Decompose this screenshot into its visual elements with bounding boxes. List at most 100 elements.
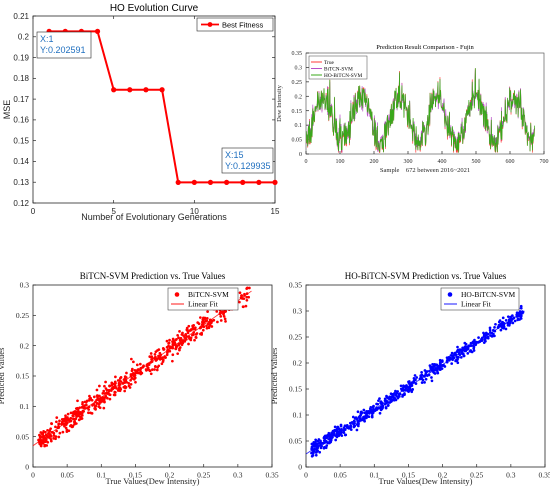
scatter-point [462, 354, 466, 358]
y-tick-label: 0.25 [289, 333, 302, 342]
scatter-point [488, 326, 492, 330]
scatter-point [81, 405, 85, 409]
legend-label: Linear Fit [461, 300, 492, 309]
scatter-point [424, 371, 428, 375]
scatter-point [445, 356, 449, 360]
scatter-point [463, 341, 467, 345]
scatter-point [129, 382, 133, 386]
scatter-point [456, 345, 459, 349]
scatter-point [131, 377, 134, 380]
y-tick-label: 0.25 [292, 80, 303, 86]
y-tick-label: 0.35 [289, 281, 302, 290]
scatter-point [184, 333, 188, 336]
data-point [207, 179, 214, 185]
legend-box [167, 287, 239, 311]
scatter-point [102, 389, 106, 393]
scatter-point [98, 406, 102, 410]
scatter-point [451, 354, 455, 358]
scatter-point [85, 399, 89, 403]
scatter-point [160, 362, 164, 366]
scatter-point [96, 394, 99, 397]
scatter-point [482, 331, 485, 335]
scatter-point [403, 392, 406, 395]
scatter-point [125, 371, 128, 375]
scatter-point [365, 409, 368, 413]
scatter-point [204, 319, 208, 323]
scatter-point [411, 388, 414, 391]
scatter-point [154, 350, 158, 354]
x-tick-label: 0.2 [438, 471, 448, 480]
scatter-point [129, 378, 132, 382]
datatip-y: Y:0.202591 [40, 45, 86, 55]
data-point [272, 179, 278, 185]
scatter-point [428, 369, 431, 373]
scatter-point [206, 310, 209, 313]
y-tick-label: 0.3 [20, 281, 30, 290]
scatter-point [199, 316, 202, 319]
chart-0: 0 5 10 15 0.12 0.13 0.14 0.15 0.16 0.17 0.18 0.19 0.… [2, 3, 280, 222]
datatip-box [221, 147, 274, 174]
scatter-point [207, 325, 211, 329]
x-tick-label: 500 [472, 159, 481, 165]
scatter-point [144, 368, 148, 371]
scatter-point [200, 331, 203, 335]
scatter-point [108, 384, 111, 388]
y-tick-label: 0.1 [295, 123, 303, 129]
scatter-point [181, 331, 184, 335]
scatter-point [90, 398, 94, 402]
x-tick-label: 0.05 [334, 471, 347, 480]
y-tick-label: 0.19 [13, 53, 29, 62]
scatter-point [482, 341, 486, 344]
datatip-y: Y:0.129935 [225, 161, 271, 171]
y-tick-label: 0.18 [13, 74, 29, 83]
scatter-point [391, 393, 395, 396]
scatter-point [94, 404, 98, 408]
scatter-point [395, 391, 399, 395]
x-axis-label: True Values(Dew Intensity) [106, 476, 200, 486]
scatter-point [361, 418, 365, 421]
x-tick-label: 0.3 [506, 471, 516, 480]
scatter-point [381, 405, 384, 408]
scatter-point [201, 320, 204, 324]
y-axis-label: Predicted Values [269, 348, 279, 405]
scatter-point [387, 403, 390, 407]
scatter-point [223, 317, 227, 321]
scatter-point [133, 376, 137, 380]
datatip-x: X:15 [225, 150, 244, 160]
scatter-point [150, 355, 154, 358]
scatter-point [238, 300, 241, 304]
legend-box [308, 55, 368, 80]
scatter-point [385, 396, 389, 399]
x-axis-label: Sample 672 between 2016~2021 [380, 167, 470, 174]
x-tick-label: 0.1 [370, 471, 380, 480]
scatter-point [191, 324, 195, 328]
scatter-point [87, 411, 90, 415]
scatter-point [124, 376, 128, 379]
chart-2: 0 0.05 0.1 0.15 0.2 0.25 0.3 0.35 0 0.05 0.1 0.15 0.… [0, 271, 279, 486]
scatter-point [334, 438, 338, 442]
scatter-point [128, 386, 132, 389]
y-tick-label: 0.2 [20, 341, 30, 350]
scatter-point [78, 406, 82, 410]
scatter-point [98, 384, 101, 388]
scatter-point [54, 435, 58, 438]
scatter-point [519, 315, 523, 318]
scatter-point [483, 333, 486, 337]
scatter-point [370, 414, 374, 418]
scatter-point [348, 425, 352, 429]
legend-marker [447, 292, 453, 297]
scatter-point [166, 351, 169, 354]
data-point [240, 179, 246, 185]
scatter-point [73, 422, 76, 426]
scatter-point [173, 341, 177, 344]
scatter-point [451, 351, 454, 355]
y-tick-label: 0.15 [16, 372, 29, 381]
scatter-point [407, 380, 410, 384]
scatter-point [71, 425, 74, 429]
scatter-point [397, 395, 401, 398]
scatter-point [325, 436, 329, 440]
chart-title: BiTCN-SVM Prediction vs. True Values [80, 271, 226, 281]
data-point [111, 87, 117, 93]
data-point [191, 179, 197, 185]
